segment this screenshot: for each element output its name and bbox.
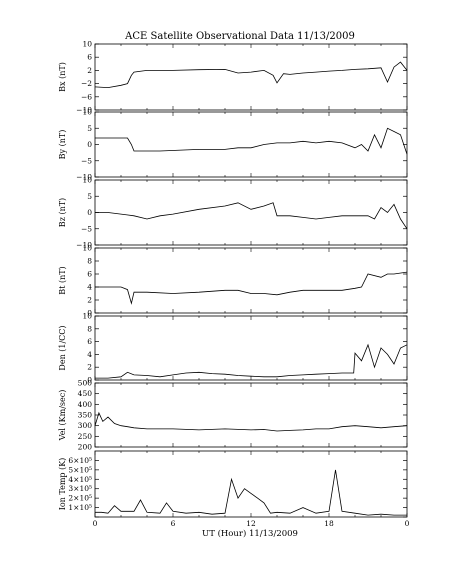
panel-bx: 10 6 2 −2 −6 −10 Bx (nT) xyxy=(58,40,408,115)
x-tick-label: 12 xyxy=(246,519,256,528)
x-tick-label: 18 xyxy=(324,519,334,528)
y-tick-label: 5×10⁵ xyxy=(68,465,92,474)
y-tick-label: −5 xyxy=(81,224,92,233)
y-tick-label: 400 xyxy=(78,400,93,409)
y-tick-label: 10 xyxy=(82,40,92,49)
y-tick-label: 0 xyxy=(87,140,92,149)
y-tick-label: 4 xyxy=(87,350,92,359)
y-tick-label: 8 xyxy=(87,257,92,266)
y-tick-label: 1×10⁵ xyxy=(68,503,92,512)
y-axis-label: Vel (Km/sec) xyxy=(58,390,67,442)
y-tick-label: 4 xyxy=(87,283,92,292)
y-tick-label: −10 xyxy=(76,173,92,182)
y-axis-label: By (nT) xyxy=(58,130,67,160)
y-tick-label: 10 xyxy=(82,176,92,185)
y-axis-label: Den (1/CC) xyxy=(58,325,67,370)
y-axis-label: Bz (nT) xyxy=(58,198,67,227)
y-tick-label: 3×10⁵ xyxy=(68,484,92,493)
series-line-bz xyxy=(95,202,408,230)
y-tick-label: 6 xyxy=(87,337,92,346)
y-tick-label: 6 xyxy=(87,270,92,279)
y-tick-label: 0 xyxy=(87,376,92,385)
y-tick-label: 5 xyxy=(87,124,92,133)
y-tick-label: −6 xyxy=(81,92,92,101)
chart-panels: 10 6 2 −2 −6 −10 Bx (nT) 10 5 0 −5 −10 By (nT) 10 5 0 −5… xyxy=(58,40,408,518)
chart-title: ACE Satellite Observational Data 11/13/2… xyxy=(124,31,355,42)
y-tick-label: 6×10⁵ xyxy=(68,456,92,465)
series-line-den xyxy=(95,343,408,379)
panel-frame xyxy=(94,382,408,448)
x-tick-label: 0 xyxy=(405,519,410,528)
panel-frame xyxy=(94,111,408,178)
y-tick-label: 4×10⁵ xyxy=(68,475,92,484)
y-tick-label: 10 xyxy=(82,244,92,253)
y-tick-label: −2 xyxy=(81,79,92,88)
x-axis-label: UT (Hour) 11/13/2009 xyxy=(202,528,298,539)
panel-bz: 10 5 0 −5 −10 Bz (nT) xyxy=(58,176,408,250)
series-line-vel xyxy=(94,411,408,432)
y-tick-label: −10 xyxy=(76,106,92,115)
panel-frame xyxy=(94,315,408,381)
series-line-bx xyxy=(94,61,408,89)
y-tick-label: 250 xyxy=(78,432,93,441)
panel-den: 10 8 6 4 2 0 Den (1/CC) xyxy=(58,312,408,385)
y-tick-label: 10 xyxy=(82,108,92,117)
y-tick-label: 200 xyxy=(78,443,93,452)
y-tick-label: 2 xyxy=(87,296,92,305)
series-line-bt xyxy=(95,271,408,305)
y-tick-label: 2×10⁵ xyxy=(68,494,92,503)
y-tick-label: −10 xyxy=(76,241,92,250)
panel-frame xyxy=(94,247,408,314)
y-tick-label: −5 xyxy=(81,156,92,165)
y-axis-label: Bx (nT) xyxy=(58,62,67,92)
panel-frame xyxy=(94,179,408,246)
y-tick-label: 2 xyxy=(87,66,92,75)
y-tick-label: 450 xyxy=(78,389,93,398)
y-tick-label: 300 xyxy=(78,421,93,430)
series-line-ion-temp xyxy=(95,469,407,516)
y-axis-label: Bt (nT) xyxy=(58,266,67,294)
panel-frame xyxy=(94,450,408,518)
x-axis: 0 6 12 18 0 xyxy=(93,519,410,528)
y-tick-label: 0 xyxy=(87,208,92,217)
x-tick-label: 0 xyxy=(93,519,98,528)
y-tick-label: 8 xyxy=(87,324,92,333)
series-line-by xyxy=(95,127,408,155)
y-tick-label: 6 xyxy=(87,53,92,62)
y-tick-label: 5 xyxy=(87,192,92,201)
panel-bt: 10 8 6 4 2 0 Bt (nT) xyxy=(58,244,408,318)
panel-frame xyxy=(94,43,408,111)
x-tick-label: 6 xyxy=(171,519,176,528)
y-tick-label: 10 xyxy=(82,312,92,321)
y-tick-label: 0 xyxy=(87,309,92,318)
y-axis-label: Ion Temp (K) xyxy=(58,458,67,511)
panel-by: 10 5 0 −5 −10 By (nT) xyxy=(58,108,408,182)
y-tick-label: 350 xyxy=(78,411,93,420)
y-tick-label: 2 xyxy=(87,363,92,372)
y-tick-label: 500 xyxy=(78,379,93,388)
